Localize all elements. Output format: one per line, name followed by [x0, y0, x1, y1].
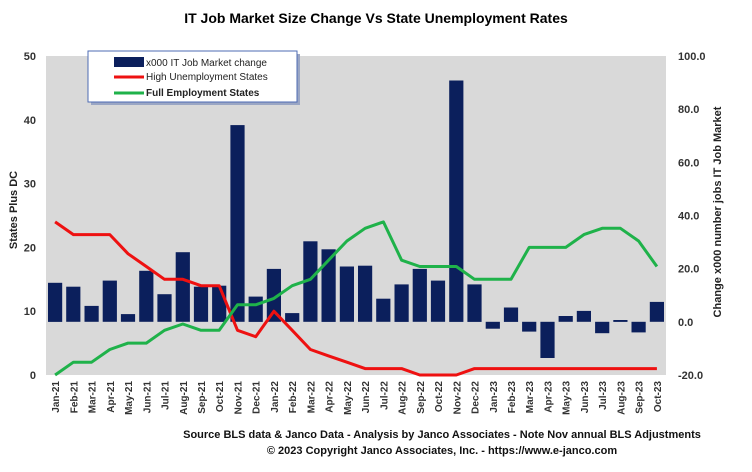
left-tick-label: 10: [24, 306, 36, 318]
x-tick-label: Jun-22: [361, 381, 372, 414]
bar-Sep-23: [631, 321, 646, 333]
left-tick-label: 0: [30, 370, 36, 382]
x-tick-label: Nov-21: [234, 381, 245, 415]
bar-Jul-22: [376, 298, 391, 322]
bar-Mar-21: [84, 305, 99, 322]
x-tick-label: Dec-21: [252, 381, 263, 414]
x-tick-label: Feb-23: [507, 381, 518, 414]
x-tick-label: Apr-23: [544, 381, 555, 413]
left-axis-label: States Plus DC: [8, 171, 20, 249]
bar-May-21: [120, 314, 136, 322]
bar-Feb-23: [503, 307, 519, 322]
x-tick-label: Mar-21: [88, 381, 99, 414]
legend-label-full: Full Employment States: [146, 88, 260, 99]
x-tick-label: Jan-22: [270, 381, 281, 413]
x-tick-label: Jul-21: [161, 381, 172, 410]
bar-Feb-21: [66, 286, 81, 322]
x-axis: Jan-21 Feb-21 Mar-21 Apr-21 May-21 Jun-21 Jul-…: [51, 381, 664, 415]
left-tick-label: 30: [24, 179, 36, 191]
bar-Jan-22: [266, 268, 281, 322]
x-tick-label: Nov-22: [452, 381, 463, 415]
x-tick-label: Apr-21: [106, 381, 117, 413]
bar-Dec-22: [467, 284, 482, 322]
bar-Jul-21: [157, 294, 172, 322]
right-tick-label: 20.0: [678, 264, 699, 276]
bar-Jan-21: [48, 282, 63, 322]
bar-Apr-23: [540, 321, 555, 358]
x-tick-label: Aug-23: [616, 381, 627, 415]
x-tick-label: Mar-22: [306, 381, 317, 414]
left-tick-label: 40: [24, 115, 36, 127]
x-tick-label: May-23: [562, 381, 573, 415]
right-tick-label: 80.0: [678, 104, 699, 116]
bar-Oct-22: [430, 280, 446, 322]
x-tick-label: Feb-22: [288, 381, 299, 414]
right-tick-label: 40.0: [678, 211, 699, 223]
bar-Aug-23: [613, 320, 628, 322]
x-tick-label: May-22: [343, 381, 354, 415]
bar-Jul-23: [595, 321, 610, 334]
full-employment-line: [54, 220, 659, 377]
x-tick-label: Aug-22: [398, 381, 409, 415]
right-tick-label: 100.0: [678, 51, 706, 63]
right-tick-label: 60.0: [678, 157, 699, 169]
right-tick-label: 0.0: [678, 317, 693, 329]
plot-area: [46, 56, 666, 377]
bar-Jan-23: [485, 321, 500, 329]
legend: x000 IT Job Market change High Unemploym…: [87, 50, 300, 105]
x-tick-label: Apr-22: [325, 381, 336, 413]
x-tick-label: Jun-23: [580, 381, 591, 414]
x-tick-label: Sep-21: [197, 381, 208, 414]
right-axis-label: Change x000 number jobs IT Job Market: [712, 106, 724, 317]
x-tick-label: Jul-23: [598, 381, 609, 410]
legend-label-high: High Unemployment States: [146, 72, 268, 83]
bar-Nov-21: [230, 125, 245, 322]
right-axis: -20.0 0.0 20.0 40.0 60.0 80.0 100.0: [678, 51, 706, 382]
right-tick-label: -20.0: [678, 370, 703, 382]
left-tick-label: 50: [24, 51, 36, 63]
bar-Jun-22: [358, 265, 373, 322]
left-axis: 0 10 20 30 40 50: [24, 51, 36, 382]
x-tick-label: Jun-21: [142, 381, 153, 414]
x-tick-label: Oct-21: [215, 381, 226, 413]
source-note: Source BLS data & Janco Data - Analysis …: [183, 429, 701, 441]
bar-Aug-21: [175, 252, 190, 322]
bar-Feb-22: [285, 313, 300, 322]
bar-May-23: [558, 316, 573, 322]
x-tick-label: Dec-22: [471, 381, 482, 414]
bar-Mar-23: [522, 321, 537, 332]
bar-Nov-22: [449, 80, 464, 322]
x-tick-label: Sep-22: [416, 381, 427, 414]
x-tick-label: Sep-23: [635, 381, 646, 414]
bar-Sep-22: [412, 268, 427, 322]
bar-Jun-23: [576, 310, 591, 322]
bar-Mar-22: [303, 241, 318, 322]
copyright-note: © 2023 Copyright Janco Associates, Inc. …: [267, 445, 617, 457]
bar-Apr-22: [321, 249, 336, 322]
bar-Apr-21: [102, 280, 117, 322]
bar-Oct-23: [649, 301, 664, 322]
x-tick-label: Jan-23: [489, 381, 500, 413]
legend-label-bar: x000 IT Job Market change: [146, 58, 267, 69]
high-unemployment-line: [54, 220, 657, 377]
x-tick-label: May-21: [124, 381, 135, 415]
left-tick-label: 20: [24, 242, 36, 254]
bar-Dec-21: [248, 296, 263, 322]
x-tick-label: Oct-23: [653, 381, 664, 413]
bar-Sep-21: [193, 286, 209, 322]
x-tick-label: Feb-21: [69, 381, 80, 414]
x-tick-label: Jul-22: [379, 381, 390, 410]
bar-Jun-21: [139, 270, 154, 322]
x-tick-label: Jan-21: [51, 381, 62, 413]
x-tick-label: Mar-23: [525, 381, 536, 414]
bar-Aug-22: [394, 284, 409, 322]
chart-title: IT Job Market Size Change Vs State Unemp…: [184, 10, 568, 26]
legend-swatch-bar: [114, 57, 144, 67]
x-tick-label: Aug-21: [179, 381, 190, 415]
bar-May-22: [339, 266, 354, 322]
bar-Oct-21: [212, 285, 227, 322]
plot-background: [46, 56, 666, 375]
x-tick-label: Oct-22: [434, 381, 445, 413]
